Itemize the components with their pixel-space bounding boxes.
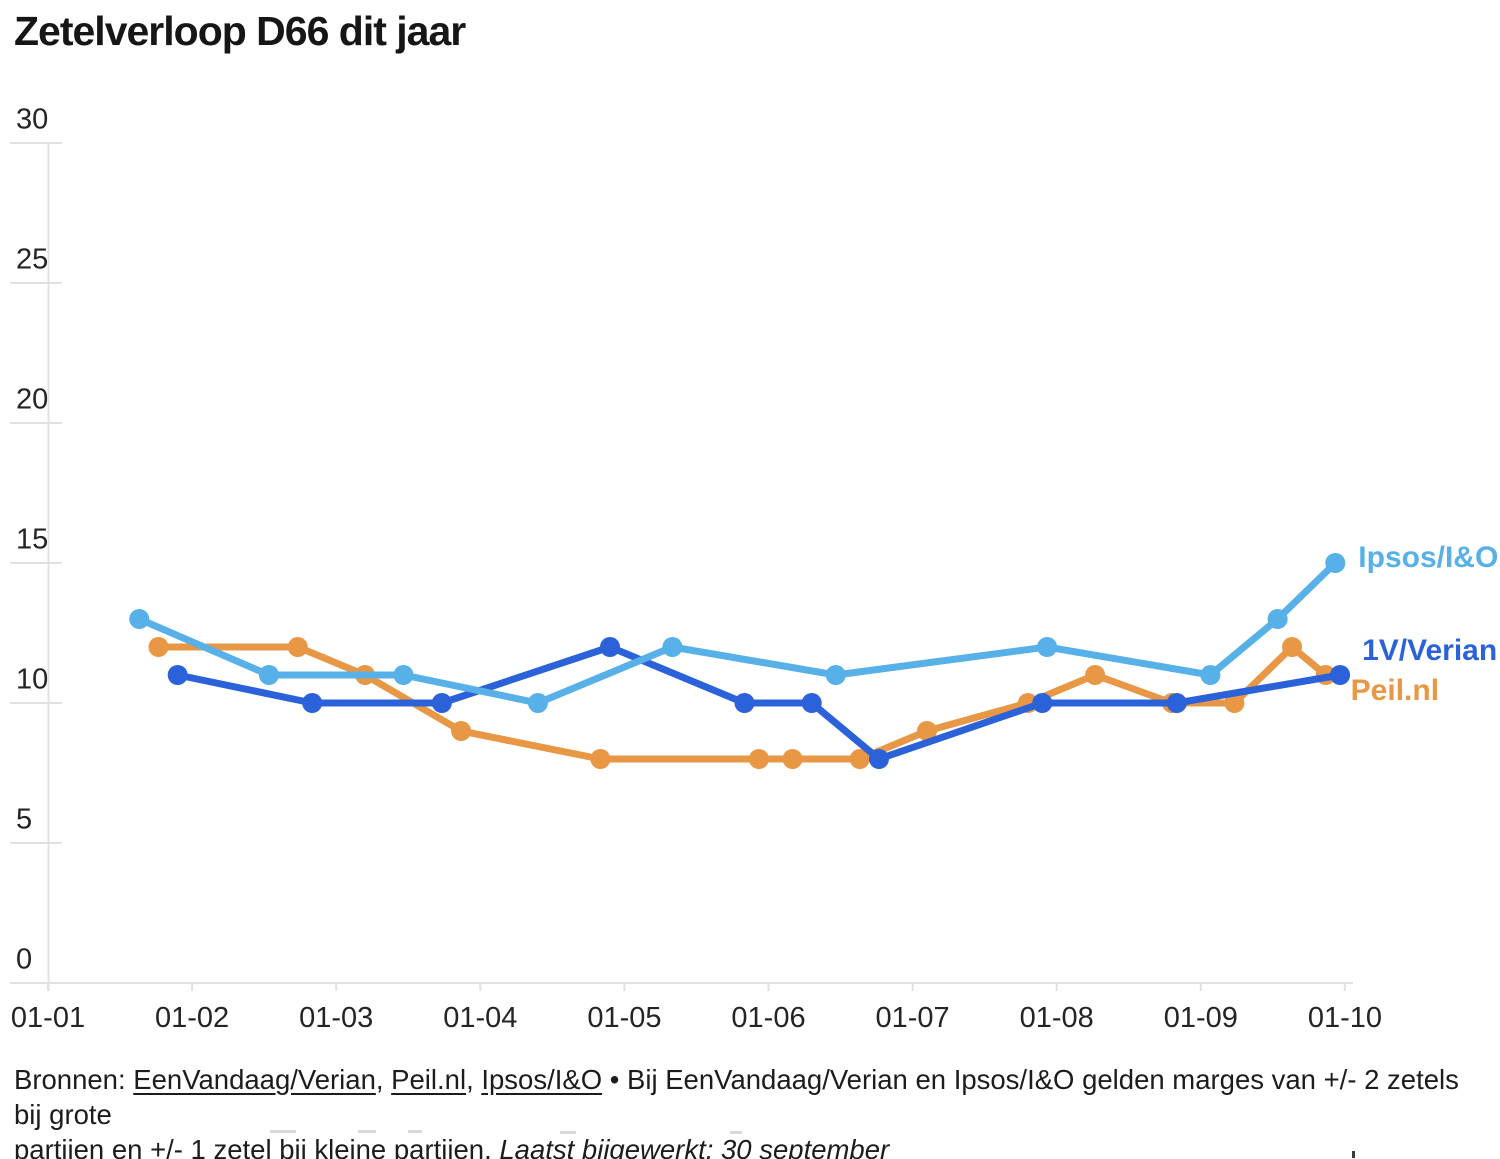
chart-footer: Bronnen: EenVandaag/Verian, Peil.nl, Ips… xyxy=(14,1062,1474,1159)
data-point-ipsos-i-o-03-15[interactable] xyxy=(393,665,414,685)
cutoff-smudge xyxy=(730,1131,742,1134)
data-point-ipsos-i-o-09-29[interactable] xyxy=(1325,553,1346,573)
data-point-peil-nl-08-09[interactable] xyxy=(1085,665,1106,685)
footer-text-2: , xyxy=(375,1064,392,1095)
y-tick-label: 15 xyxy=(16,524,48,556)
x-tick-label-01-03: 01-03 xyxy=(299,1002,373,1034)
line-chart: 0 5 10 15 20 25 30 01-01 01-02 01-03 01-04 01-05 01-… xyxy=(10,104,1498,1034)
data-point-ipsos-i-o-02-17[interactable] xyxy=(258,665,279,685)
data-point-1v-verian-03-23[interactable] xyxy=(431,693,452,713)
footer-line-2: partijen en +/- 1 zetel bij kleine parti… xyxy=(14,1132,1474,1159)
data-point-1v-verian-06-24[interactable] xyxy=(868,749,889,769)
footer-line-1: Bronnen: EenVandaag/Verian, Peil.nl, Ips… xyxy=(14,1062,1474,1132)
footer-text-0: partijen en +/- 1 zetel bij kleine parti… xyxy=(14,1134,500,1159)
data-point-ipsos-i-o-07-29[interactable] xyxy=(1037,637,1058,657)
data-point-1v-verian-05-26[interactable] xyxy=(734,693,755,713)
x-tick-label-01-08: 01-08 xyxy=(1020,1002,1094,1034)
data-point-peil-nl-09-20[interactable] xyxy=(1282,637,1303,657)
data-point-ipsos-i-o-09-03[interactable] xyxy=(1200,665,1221,685)
series-line-1v-verian xyxy=(176,643,1341,763)
data-point-peil-nl-07-04[interactable] xyxy=(917,721,938,741)
y-tick-label: 25 xyxy=(16,244,48,276)
x-tick-label-01-02: 01-02 xyxy=(155,1002,229,1034)
data-point-1v-verian-04-28[interactable] xyxy=(599,637,620,657)
y-tick-label: 0 xyxy=(16,944,32,976)
y-tick-label: 5 xyxy=(16,804,32,836)
x-tick-label-01-01: 01-01 xyxy=(11,1002,85,1034)
x-tick-label-01-10: 01-10 xyxy=(1308,1002,1382,1034)
data-point-ipsos-i-o-04-13[interactable] xyxy=(527,693,548,713)
cutoff-smudge xyxy=(560,1131,576,1134)
legend-label-1v-verian: 1V/Verian xyxy=(1362,634,1497,667)
source-link-eenvandaag-verian[interactable]: EenVandaag/Verian xyxy=(133,1064,376,1095)
legend-label-peil-nl: Peil.nl xyxy=(1351,674,1439,707)
data-point-1v-verian-08-26[interactable] xyxy=(1166,693,1187,713)
x-tick-label-01-05: 01-05 xyxy=(587,1002,661,1034)
data-point-1v-verian-09-30[interactable] xyxy=(1330,665,1351,685)
data-point-ipsos-i-o-05-11[interactable] xyxy=(662,637,683,657)
data-point-peil-nl-09-08[interactable] xyxy=(1224,693,1245,713)
y-tick-label: 10 xyxy=(16,664,48,696)
data-point-peil-nl-06-20[interactable] xyxy=(849,749,870,769)
cutoff-smudge xyxy=(358,1130,376,1133)
legend-label-ipsos-i-o: Ipsos/I&O xyxy=(1358,541,1498,574)
data-point-1v-verian-01-28[interactable] xyxy=(167,665,188,685)
cutoff-smudge xyxy=(270,1130,296,1133)
data-point-peil-nl-05-29[interactable] xyxy=(748,749,769,769)
data-point-peil-nl-02-23[interactable] xyxy=(287,637,308,657)
data-point-1v-verian-07-28[interactable] xyxy=(1032,693,1053,713)
data-point-peil-nl-03-27[interactable] xyxy=(451,721,472,741)
cutoff-smudge xyxy=(408,1130,422,1133)
source-link-ipsos-i-o[interactable]: Ipsos/I&O xyxy=(481,1064,603,1095)
series-line-ipsos-i-o xyxy=(137,560,1338,707)
data-point-peil-nl-01-24[interactable] xyxy=(148,637,169,657)
source-link-peil-nl[interactable]: Peil.nl xyxy=(391,1064,467,1095)
x-tick-label-01-09: 01-09 xyxy=(1164,1002,1238,1034)
chart-title: Zetelverloop D66 dit jaar xyxy=(14,8,466,54)
data-point-1v-verian-06-10[interactable] xyxy=(801,693,822,713)
y-tick-label: 30 xyxy=(16,104,48,136)
footer-text-4: , xyxy=(466,1064,482,1095)
data-point-ipsos-i-o-09-17[interactable] xyxy=(1267,609,1288,629)
footer-text-0: Bronnen: xyxy=(14,1064,134,1095)
bottom-right-mark xyxy=(1352,1151,1355,1158)
y-tick-label: 20 xyxy=(16,384,48,416)
x-tick-label-01-04: 01-04 xyxy=(443,1002,517,1034)
data-point-peil-nl-04-26[interactable] xyxy=(590,749,611,769)
data-point-1v-verian-02-26[interactable] xyxy=(302,693,323,713)
data-point-ipsos-i-o-06-15[interactable] xyxy=(825,665,846,685)
data-point-ipsos-i-o-01-20[interactable] xyxy=(129,609,150,629)
x-tick-label-01-06: 01-06 xyxy=(731,1002,805,1034)
last-updated-note: Laatst bijgewerkt: 30 september xyxy=(499,1134,890,1159)
footer-text-6: • Bij EenVandaag/Verian en Ipsos/I&O gel… xyxy=(14,1064,1459,1130)
data-point-peil-nl-06-06[interactable] xyxy=(782,749,803,769)
x-tick-label-01-07: 01-07 xyxy=(876,1002,950,1034)
